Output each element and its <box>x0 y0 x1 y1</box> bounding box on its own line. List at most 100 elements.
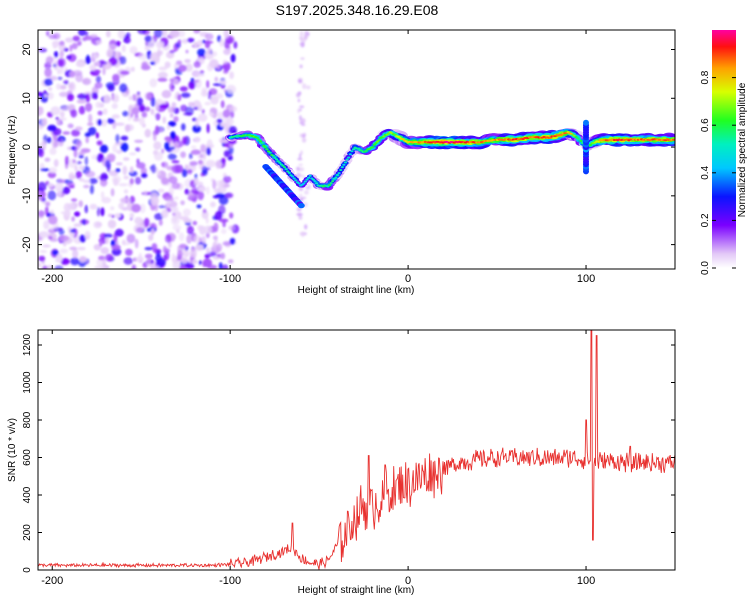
noise-speckle <box>193 61 201 68</box>
noise-speckle <box>89 65 97 71</box>
noise-speckle <box>71 42 78 50</box>
noise-speckle <box>158 66 168 71</box>
spectrogram-xlabel: Height of straight line (km) <box>298 285 415 296</box>
noise-speckle <box>131 203 142 213</box>
noise-speckle <box>99 241 103 247</box>
noise-speckle <box>172 212 176 217</box>
noise-speckle <box>38 124 44 130</box>
noise-speckle <box>59 50 65 58</box>
noise-speckle <box>304 30 309 36</box>
noise-speckle <box>124 124 131 133</box>
noise-speckle <box>218 218 229 223</box>
noise-speckle <box>47 87 53 91</box>
noise-speckle <box>134 176 142 185</box>
noise-speckle <box>151 243 158 251</box>
noise-speckle <box>219 80 227 85</box>
noise-speckle <box>221 228 227 235</box>
noise-speckles <box>38 30 311 269</box>
noise-speckle <box>161 161 169 168</box>
noise-speckle <box>83 184 90 189</box>
noise-speckle <box>122 110 130 117</box>
ridge-cell <box>577 138 581 141</box>
noise-speckle <box>202 258 213 268</box>
noise-speckle <box>204 101 211 106</box>
noise-speckle <box>150 195 160 206</box>
snr-xlabel: Height of straight line (km) <box>298 585 415 596</box>
noise-speckle <box>84 31 89 37</box>
noise-speckle <box>41 197 46 202</box>
ridge-cell <box>350 150 354 153</box>
noise-speckle <box>179 265 187 269</box>
noise-speckle <box>93 221 102 229</box>
noise-speckle <box>224 192 234 199</box>
noise-speckle <box>192 220 198 226</box>
noise-speckle <box>184 59 191 63</box>
noise-speckle <box>132 118 141 122</box>
noise-speckle <box>157 77 168 82</box>
noise-speckle <box>199 70 205 75</box>
noise-speckle <box>85 56 91 65</box>
ridge-cell <box>263 146 267 149</box>
noise-speckle <box>79 234 86 243</box>
noise-speckle <box>154 30 163 38</box>
noise-speckle <box>63 202 71 212</box>
noise-speckle <box>141 173 148 178</box>
noise-speckle <box>192 259 198 264</box>
noise-speckle <box>38 106 44 116</box>
noise-speckle <box>200 144 206 153</box>
noise-speckle <box>297 79 302 83</box>
noise-speckle <box>173 141 179 148</box>
noise-speckle <box>127 112 132 122</box>
y-tick-label: 1200 <box>22 333 33 356</box>
noise-speckle <box>137 30 147 35</box>
noise-speckle <box>178 64 187 72</box>
noise-speckle <box>118 183 128 187</box>
noise-speckle <box>200 173 205 177</box>
noise-speckle <box>89 184 94 195</box>
ridge-cell <box>265 148 269 151</box>
noise-speckle <box>64 155 69 165</box>
noise-speckle <box>161 90 172 99</box>
noise-speckle <box>62 131 71 135</box>
noise-speckle <box>85 170 96 178</box>
noise-speckle <box>161 30 168 37</box>
noise-speckle <box>54 265 64 269</box>
noise-speckle <box>59 111 65 118</box>
noise-speckle <box>195 244 204 251</box>
ridge-cell <box>294 179 298 182</box>
noise-speckle <box>42 117 48 127</box>
noise-speckle <box>141 64 151 71</box>
noise-speckle <box>114 228 124 237</box>
noise-speckle <box>201 235 206 245</box>
noise-speckle <box>302 134 305 138</box>
noise-speckle <box>155 113 161 121</box>
noise-speckle <box>205 247 210 253</box>
noise-speckle <box>115 40 121 47</box>
ridge-cell <box>307 176 311 179</box>
noise-speckle <box>66 104 76 111</box>
noise-speckle <box>218 204 226 215</box>
noise-speckle <box>88 178 98 184</box>
noise-speckle <box>73 70 83 76</box>
noise-speckle <box>103 94 111 104</box>
noise-speckle <box>300 36 303 42</box>
y-tick-label: 0 <box>21 144 33 150</box>
noise-speckle <box>107 118 115 124</box>
colorbar-label: Normalized spectral amplitude <box>737 82 748 217</box>
ridge-cell <box>271 154 275 157</box>
noise-speckle <box>55 116 59 120</box>
noise-speckle <box>53 159 59 168</box>
noise-speckle <box>144 128 152 138</box>
noise-speckle <box>153 131 157 142</box>
ridge-cell <box>596 140 601 143</box>
noise-speckle <box>299 105 305 109</box>
noise-speckle <box>168 146 176 150</box>
noise-speckle <box>67 226 71 233</box>
noise-speckle <box>59 85 67 90</box>
noise-speckle <box>107 44 117 49</box>
noise-speckle <box>135 147 141 152</box>
ridge-cell <box>329 182 333 185</box>
ridge-cell <box>342 163 346 166</box>
noise-speckle <box>223 150 230 158</box>
